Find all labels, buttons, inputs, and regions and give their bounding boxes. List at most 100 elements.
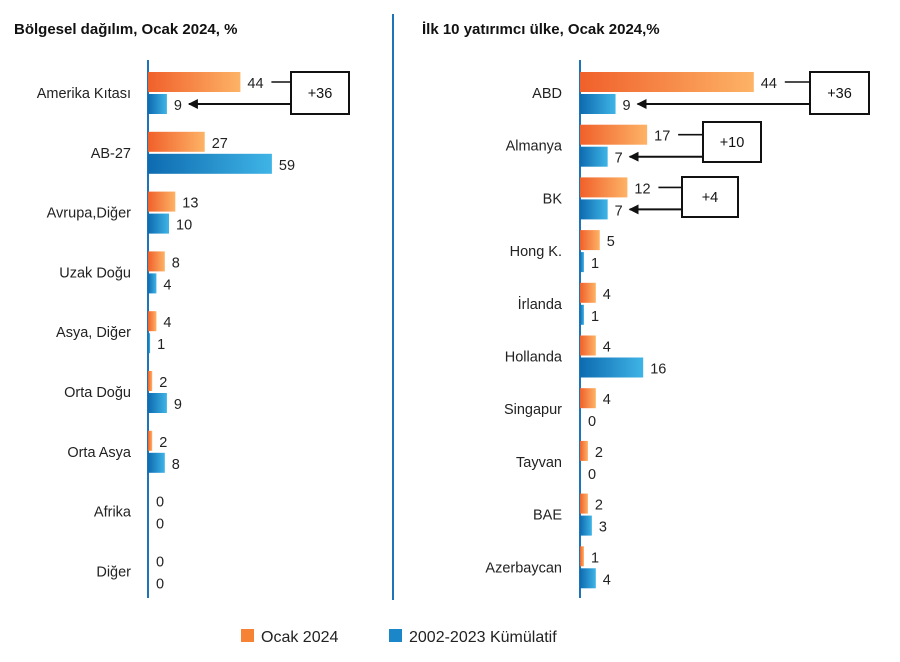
panel2-annotation-label: +10 xyxy=(720,135,745,151)
panel1-bar-kumulatif xyxy=(148,273,157,294)
chart-title-countries: İlk 10 yatırımcı ülke, Ocak 2024,% xyxy=(422,21,660,38)
panel1-category-label: Asya, Diğer xyxy=(56,325,131,341)
panel2-bar-ocak xyxy=(580,230,600,251)
panel1-category-label: Afrika xyxy=(94,505,132,521)
panel2-category-label: Hollanda xyxy=(505,350,563,366)
panel2-value-ocak: 2 xyxy=(595,498,603,514)
panel2-bar-kumulatif xyxy=(580,94,616,114)
panel1-value-kumulatif: 0 xyxy=(156,517,164,533)
panel1-bar-ocak xyxy=(148,430,153,451)
panel1-value-ocak: 44 xyxy=(247,76,263,92)
panel2-bar-kumulatif xyxy=(580,199,608,220)
panel2-category-label: ABD xyxy=(532,86,562,102)
panel1-value-ocak: 13 xyxy=(182,196,198,212)
panel1-bar-ocak xyxy=(148,371,153,391)
panel2-category-label: İrlanda xyxy=(518,295,563,313)
panel1-category-label: AB-27 xyxy=(91,146,131,162)
legend-label-ocak: Ocak 2024 xyxy=(261,629,338,646)
panel2-bar-kumulatif xyxy=(580,304,584,325)
panel2-bar-ocak xyxy=(580,72,754,92)
panel2-value-ocak: 17 xyxy=(654,129,670,145)
panel2-value-ocak: 4 xyxy=(603,340,611,356)
panel1-value-ocak: 2 xyxy=(159,375,167,391)
panel1-bar-ocak xyxy=(148,311,157,332)
panel2-category-label: Singapur xyxy=(504,402,562,418)
panel2-bar-ocak xyxy=(580,335,596,356)
panel2-category-label: BAE xyxy=(533,508,562,524)
panel1-bar-ocak xyxy=(148,131,205,152)
panel2-bar-ocak xyxy=(580,493,588,514)
panel2-annotation-box xyxy=(809,71,870,115)
panel1-value-ocak: 27 xyxy=(212,136,228,152)
panel2-value-ocak: 5 xyxy=(607,234,615,250)
panel1-bar-ocak xyxy=(148,191,176,212)
panel2-bar-ocak xyxy=(580,440,588,461)
panel1-value-ocak: 8 xyxy=(172,255,180,271)
panel1-value-kumulatif: 9 xyxy=(174,397,182,413)
panel1-category-label: Diğer xyxy=(96,564,131,580)
panel1-bar-ocak xyxy=(148,251,165,272)
panel1-category-label: Amerika Kıtası xyxy=(37,86,131,102)
panel1-bar-kumulatif xyxy=(148,333,151,354)
panel2-value-kumulatif: 7 xyxy=(615,203,623,219)
panel2-value-kumulatif: 9 xyxy=(623,98,631,114)
panel1-value-kumulatif: 4 xyxy=(163,277,171,293)
panel2-bar-kumulatif xyxy=(580,357,644,378)
panel2-value-ocak: 2 xyxy=(595,445,603,461)
panel2-value-kumulatif: 4 xyxy=(603,572,611,588)
panel2-bar-ocak xyxy=(580,546,584,567)
panel2-annotation-box xyxy=(702,121,762,163)
panel1-bar-kumulatif xyxy=(148,452,165,473)
panel2-bar-ocak xyxy=(580,282,596,303)
panel1-value-ocak: 2 xyxy=(159,435,167,451)
panel2-value-ocak: 12 xyxy=(634,181,650,197)
panel1-bar-kumulatif xyxy=(148,153,272,174)
panel1-value-kumulatif: 59 xyxy=(279,158,295,174)
panel1-category-label: Orta Doğu xyxy=(64,385,131,401)
panel1-value-kumulatif: 9 xyxy=(174,98,182,114)
panel1-category-label: Orta Asya xyxy=(67,445,132,461)
panel2-value-ocak: 4 xyxy=(603,392,611,408)
panel1-value-kumulatif: 0 xyxy=(156,576,164,592)
panel1-value-ocak: 4 xyxy=(163,315,171,331)
panel2-value-kumulatif: 0 xyxy=(588,414,596,430)
panel1-value-kumulatif: 1 xyxy=(157,337,165,353)
panel2-annotation-box xyxy=(681,176,739,218)
panel2-value-kumulatif: 0 xyxy=(588,467,596,483)
panel1-value-kumulatif: 8 xyxy=(172,457,180,473)
panel2-category-label: BK xyxy=(543,191,563,207)
panel2-bar-ocak xyxy=(580,124,648,145)
panel2-bar-kumulatif xyxy=(580,515,592,536)
panel2-bar-kumulatif xyxy=(580,568,596,589)
legend-swatch-ocak xyxy=(241,629,254,642)
panel1-bar-kumulatif xyxy=(148,94,167,114)
panel2-value-kumulatif: 7 xyxy=(615,151,623,167)
panel2-category-label: Hong K. xyxy=(510,244,562,260)
legend: Ocak 2024 2002-2023 Kümülatif xyxy=(241,629,557,646)
panel1-category-label: Uzak Doğu xyxy=(59,265,131,281)
panel2-category-label: Azerbaycan xyxy=(485,560,562,576)
panel2-value-kumulatif: 3 xyxy=(599,520,607,536)
panel2-annotation-label: +4 xyxy=(702,190,719,206)
panel1-bar-kumulatif xyxy=(148,213,169,234)
panel1-category-label: Avrupa,Diğer xyxy=(47,206,132,222)
panel2-value-kumulatif: 1 xyxy=(591,309,599,325)
panel1-value-kumulatif: 10 xyxy=(176,218,192,234)
panel2-value-kumulatif: 16 xyxy=(650,362,666,378)
panel2-category-label: Almanya xyxy=(506,139,563,155)
panel2-bar-ocak xyxy=(580,388,596,409)
panel1-value-ocak: 0 xyxy=(156,495,164,511)
legend-swatch-kumulatif xyxy=(389,629,402,642)
panel2-value-kumulatif: 1 xyxy=(591,256,599,272)
panel1-annotation-label: +36 xyxy=(308,86,333,102)
chart-title-regional: Bölgesel dağılım, Ocak 2024, % xyxy=(14,21,237,38)
panel2-bar-ocak xyxy=(580,177,628,198)
panel2-annotation-label: +36 xyxy=(827,86,852,102)
panel1-annotation-box xyxy=(290,71,350,115)
panel2-bar-kumulatif xyxy=(580,252,584,273)
panel2-value-ocak: 4 xyxy=(603,287,611,303)
panel2-category-label: Tayvan xyxy=(516,455,562,471)
panel2-bar-kumulatif xyxy=(580,146,608,167)
panel1-value-ocak: 0 xyxy=(156,554,164,570)
